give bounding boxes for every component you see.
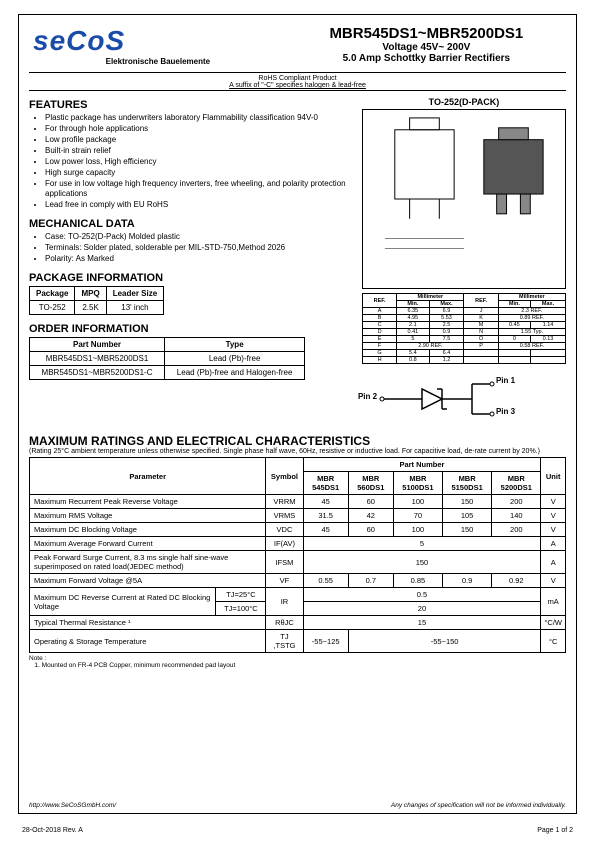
footnote: Note : 1. Mounted on FR-4 PCB Copper, mi…	[29, 655, 566, 669]
mechanical-heading: MECHANICAL DATA	[29, 218, 354, 230]
title-cell: MBR545DS1~MBR5200DS1 Voltage 45V~ 200V 5…	[287, 21, 566, 70]
mech-item: Case: TO-252(D-Pack) Molded plastic	[45, 232, 354, 242]
package-outline-icon	[363, 110, 565, 288]
param-cell: Maximum Recurrent Peak Reverse Voltage	[30, 495, 266, 509]
footer-url: http://www.SeCoSGmbH.com/	[29, 802, 116, 809]
part-col: MBR 5200DS1	[492, 472, 541, 495]
part-col: MBR 5150DS1	[443, 472, 492, 495]
part-col: MBR 545DS1	[303, 472, 348, 495]
dim-ref: REF.	[362, 294, 396, 308]
pkginfo-col: Leader Size	[106, 287, 163, 301]
pin2-label: Pin 2	[358, 392, 377, 401]
col-unit: Unit	[541, 458, 566, 495]
dimension-table: REF. Millimeter REF. Millimeter Min. Max…	[362, 293, 566, 364]
logo-cell: seCoS Elektronische Bauelemente	[29, 21, 287, 70]
feature-item: For through hole applications	[45, 124, 354, 134]
col-parameter: Parameter	[30, 458, 266, 495]
footer-disclaimer: Any changes of specification will not be…	[391, 802, 566, 809]
voltage-range: Voltage 45V~ 200V	[291, 42, 562, 53]
dim-mm: Millimeter	[498, 294, 565, 301]
inner-footer: http://www.SeCoSGmbH.com/ Any changes of…	[29, 802, 566, 809]
pkginfo-col: MPQ	[75, 287, 106, 301]
orderinfo-cell: MBR545DS1~MBR5200DS1-C	[30, 366, 165, 380]
mechanical-list: Case: TO-252(D-Pack) Molded plastic Term…	[29, 232, 354, 264]
dim-mm: Millimeter	[397, 294, 464, 301]
feature-item: Low power loss, High efficiency	[45, 157, 354, 167]
ratings-table: Parameter Symbol Part Number Unit MBR 54…	[29, 457, 566, 653]
feature-item: Low profile package	[45, 135, 354, 145]
pkginfo-col: Package	[30, 287, 75, 301]
pin3-label: Pin 3	[496, 407, 515, 416]
feature-item: Lead free in comply with EU RoHS	[45, 200, 354, 210]
features-heading: FEATURES	[29, 99, 354, 111]
part-col: MBR 560DS1	[348, 472, 393, 495]
orderinfo-cell: Lead (Pb)-free	[165, 352, 305, 366]
part-title: MBR545DS1~MBR5200DS1	[291, 25, 562, 42]
package-label: TO-252(D-PACK)	[362, 97, 566, 107]
page-footer: 28-Oct-2018 Rev. A Page 1 of 2	[22, 827, 573, 834]
pin1-label: Pin 1	[496, 376, 515, 385]
diode-symbol: Pin 2 Pin 1 Pin 3	[362, 374, 566, 424]
dim-max: Max.	[429, 301, 464, 308]
pkginfo-table: Package MPQ Leader Size TO-252 2.5K 13' …	[29, 286, 164, 315]
package-drawing	[362, 109, 566, 289]
orderinfo-cell: MBR545DS1~MBR5200DS1	[30, 352, 165, 366]
orderinfo-col: Type	[165, 338, 305, 352]
rohs-text1: RoHS Compliant Product	[258, 75, 336, 82]
pkginfo-cell: TO-252	[30, 301, 75, 315]
footer-date: 28-Oct-2018 Rev. A	[22, 827, 83, 834]
dim-min: Min.	[397, 301, 429, 308]
orderinfo-col: Part Number	[30, 338, 165, 352]
col-partnumber: Part Number	[303, 458, 541, 472]
mech-item: Polarity: As Marked	[45, 254, 354, 264]
product-type: 5.0 Amp Schottky Barrier Rectifiers	[291, 53, 562, 64]
ratings-heading: MAXIMUM RATINGS AND ELECTRICAL CHARACTER…	[29, 434, 566, 448]
mech-item: Terminals: Solder plated, solderable per…	[45, 243, 354, 253]
part-col: MBR 5100DS1	[393, 472, 442, 495]
header: seCoS Elektronische Bauelemente MBR545DS…	[29, 21, 566, 73]
feature-item: Built-in strain relief	[45, 146, 354, 156]
rohs-note: RoHS Compliant Product A suffix of "-C" …	[29, 75, 566, 91]
logo-subtitle: Elektronische Bauelemente	[33, 57, 283, 66]
dim-min: Min.	[498, 301, 530, 308]
dim-ref: REF.	[464, 294, 498, 308]
feature-item: For use in low voltage high frequency in…	[45, 179, 354, 199]
pkginfo-cell: 13' inch	[106, 301, 163, 315]
feature-item: High surge capacity	[45, 168, 354, 178]
dim-max: Max.	[531, 301, 566, 308]
footnote-label: Note :	[29, 655, 46, 662]
pkginfo-heading: PACKAGE INFORMATION	[29, 272, 354, 284]
col-symbol: Symbol	[266, 458, 303, 495]
rohs-text2: A suffix of "-C" specifies halogen & lea…	[229, 82, 366, 89]
footer-page: Page 1 of 2	[537, 827, 573, 834]
orderinfo-heading: ORDER INFORMATION	[29, 323, 354, 335]
ratings-note: (Rating 25°C ambient temperature unless …	[29, 448, 566, 455]
logo-text: seCoS	[33, 25, 283, 57]
orderinfo-cell: Lead (Pb)-free and Halogen-free	[165, 366, 305, 380]
footnote-text: 1. Mounted on FR-4 PCB Copper, minimum r…	[34, 662, 235, 669]
features-list: Plastic package has underwriters laborat…	[29, 113, 354, 210]
orderinfo-table: Part Number Type MBR545DS1~MBR5200DS1 Le…	[29, 337, 305, 380]
pkginfo-cell: 2.5K	[75, 301, 106, 315]
feature-item: Plastic package has underwriters laborat…	[45, 113, 354, 123]
